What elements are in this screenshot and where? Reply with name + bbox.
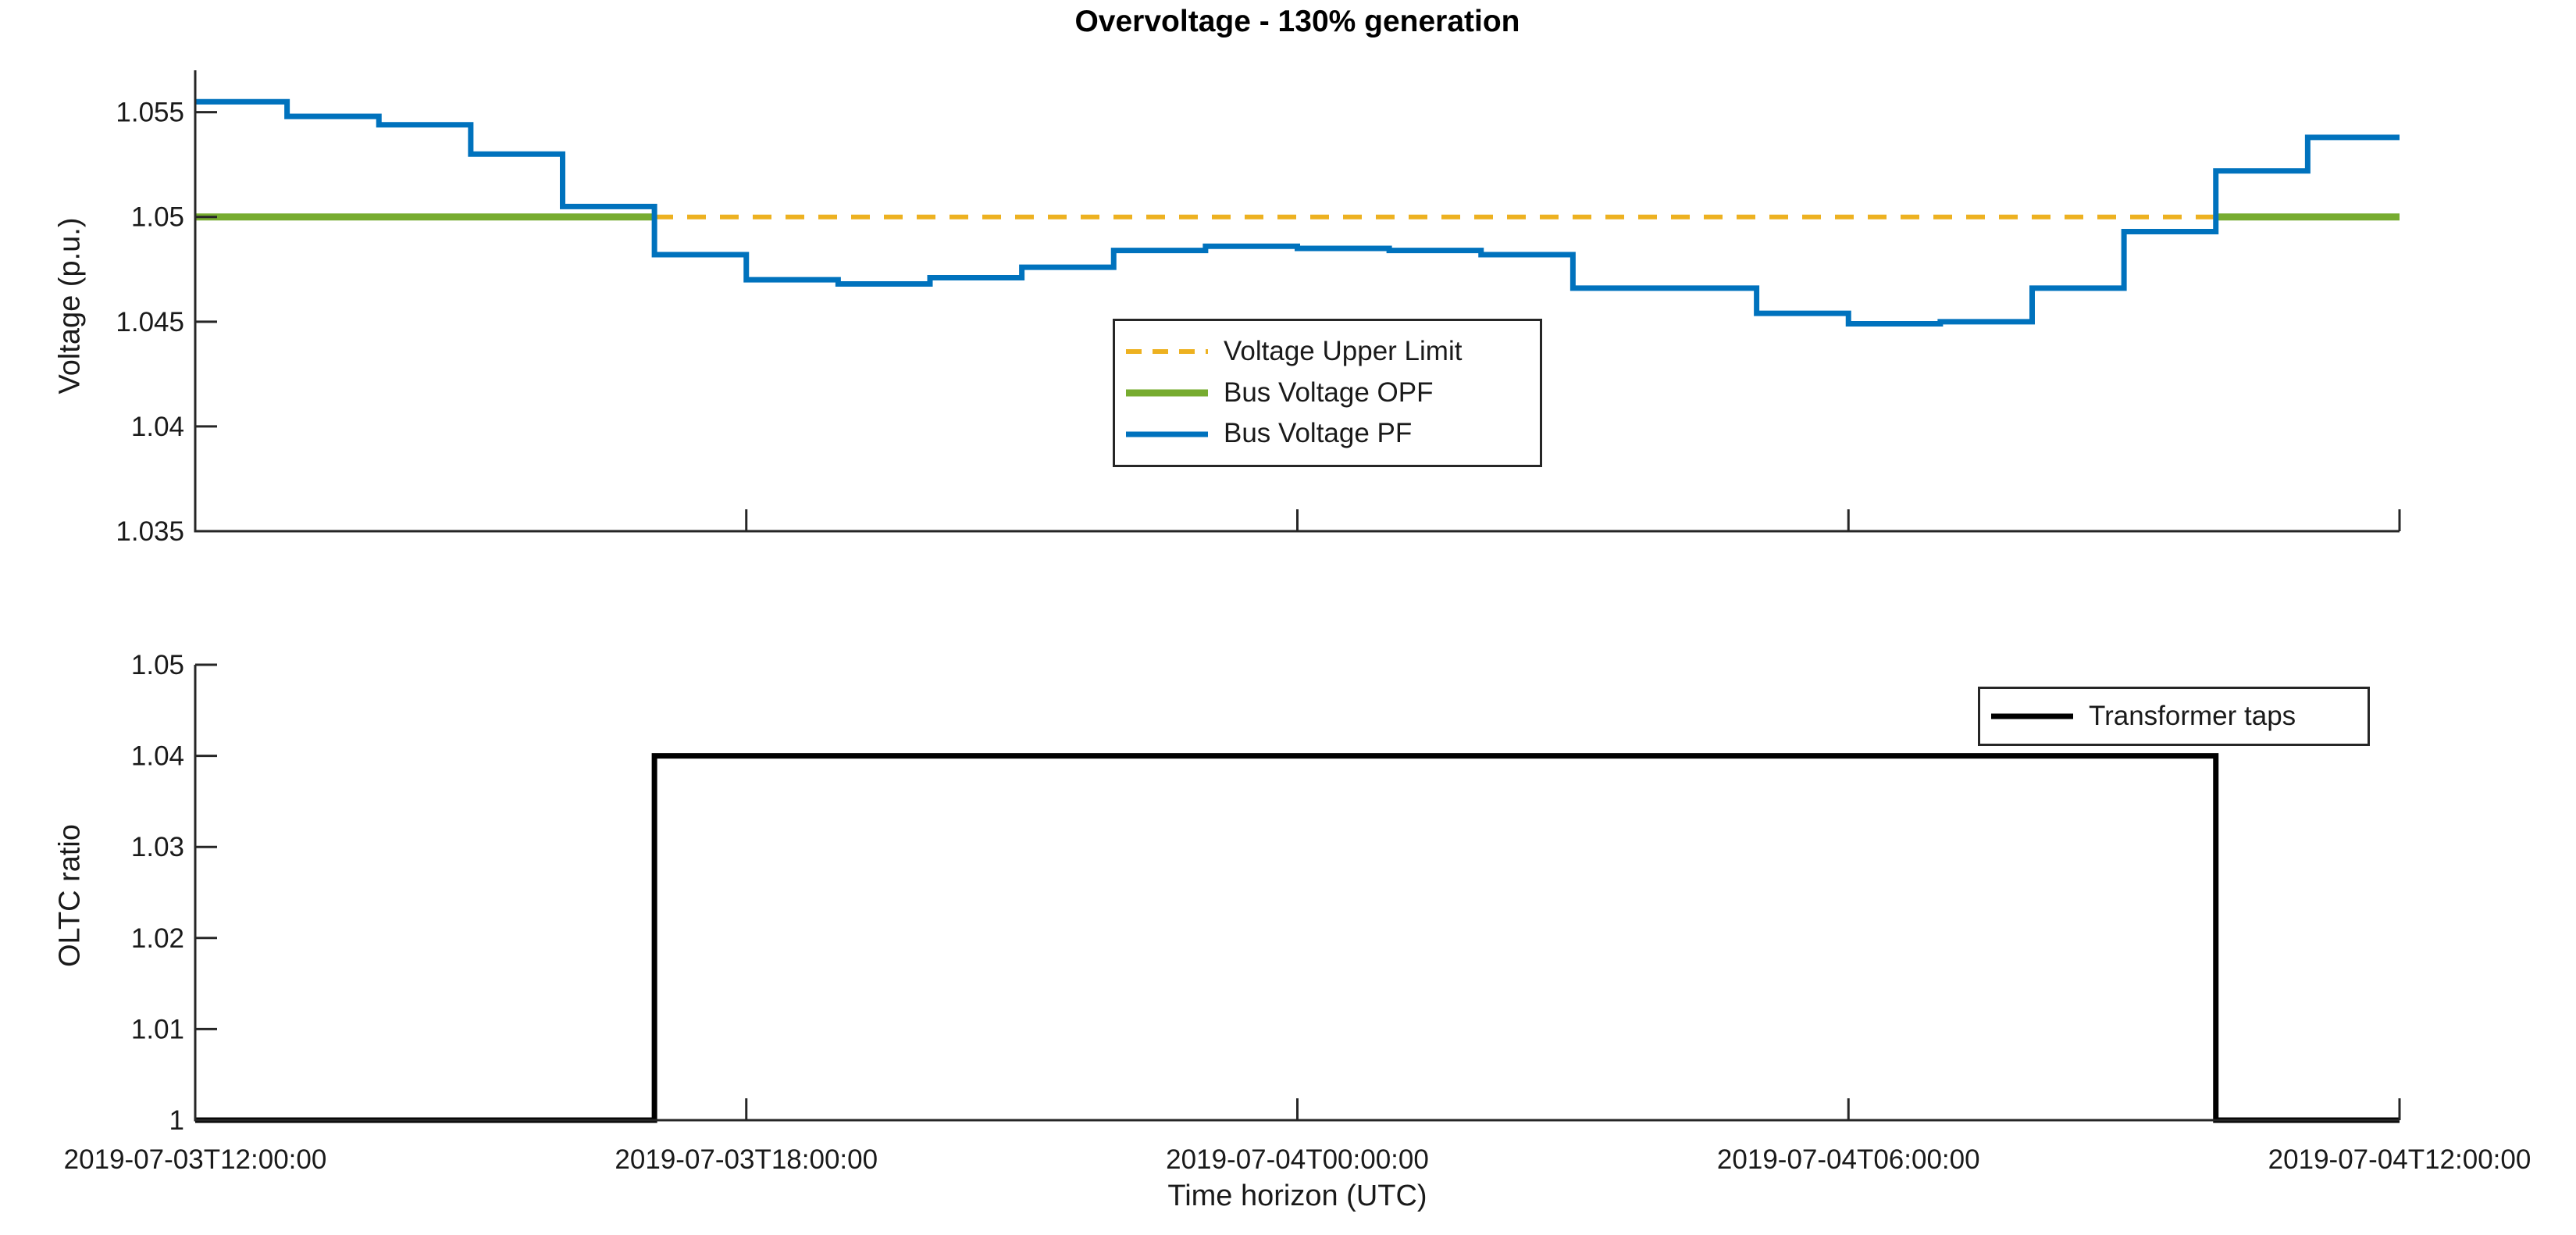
- taps-legend: Transformer taps: [1978, 687, 2370, 746]
- legend-item: Transformer taps: [1991, 701, 2357, 732]
- x-tick-label: 2019-07-04T00:00:00: [1166, 1144, 1429, 1175]
- figure-title: Overvoltage - 130% generation: [1074, 5, 1520, 38]
- legend-item: Bus Voltage PF: [1126, 419, 1529, 449]
- y-tick-label: 1.05: [131, 202, 184, 233]
- legend-line-sample: [1126, 431, 1208, 437]
- x-tick-label: 2019-07-03T12:00:00: [64, 1144, 327, 1175]
- y-tick-label: 1.055: [116, 98, 184, 128]
- x-tick-label: 2019-07-03T18:00:00: [615, 1144, 878, 1175]
- legend-line-sample: [1991, 713, 2073, 719]
- y-tick-label: 1: [169, 1105, 184, 1136]
- y-tick-label: 1.05: [131, 650, 184, 680]
- y-tick-label: 1.02: [131, 923, 184, 954]
- legend-item-label: Voltage Upper Limit: [1224, 336, 1463, 367]
- legend-line-sample: [1126, 389, 1208, 397]
- voltage-y-axis-label: Voltage (p.u.): [53, 217, 87, 394]
- legend-item: Voltage Upper Limit: [1126, 337, 1529, 367]
- y-tick-label: 1.03: [131, 832, 184, 862]
- y-tick-label: 1.01: [131, 1014, 184, 1044]
- oltc-y-axis-label: OLTC ratio: [53, 824, 87, 968]
- y-tick-label: 1.045: [116, 307, 184, 337]
- series-bus-voltage-pf: [195, 98, 2400, 327]
- y-tick-label: 1.035: [116, 516, 184, 547]
- legend-item-label: Transformer taps: [2089, 700, 2296, 731]
- series-transformer-taps: [195, 753, 2400, 1123]
- y-tick-label: 1.04: [131, 741, 184, 772]
- legend-line-sample: [1126, 349, 1208, 355]
- legend-item-label: Bus Voltage PF: [1224, 418, 1413, 449]
- time-axis-label: Time horizon (UTC): [1167, 1180, 1427, 1212]
- x-tick-label: 2019-07-04T06:00:00: [1717, 1144, 1980, 1175]
- x-tick-label: 2019-07-04T12:00:00: [2268, 1144, 2531, 1175]
- voltage-legend: Voltage Upper Limit Bus Voltage OPF Bus Vo…: [1113, 319, 1542, 467]
- y-tick-label: 1.04: [131, 412, 184, 442]
- legend-item-label: Bus Voltage OPF: [1224, 377, 1434, 408]
- legend-item: Bus Voltage OPF: [1126, 377, 1529, 409]
